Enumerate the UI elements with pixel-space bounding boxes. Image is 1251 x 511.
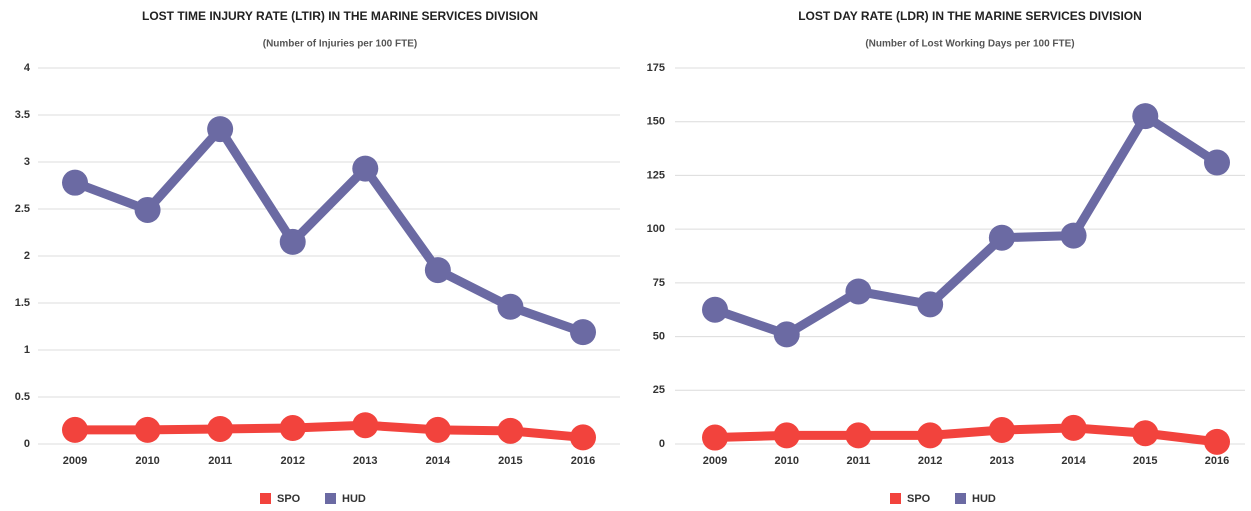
- data-point: [917, 422, 944, 449]
- data-point: [497, 293, 524, 320]
- y-tick-label: 2: [24, 250, 30, 262]
- y-tick-label: 1: [24, 344, 30, 356]
- y-tick-label: 4: [24, 62, 31, 74]
- data-point: [1204, 428, 1230, 455]
- chart-subtitle: (Number of Lost Working Days per 100 FTE…: [865, 39, 1074, 50]
- y-tick-label: 0: [24, 438, 30, 450]
- series-line: [73, 124, 585, 337]
- y-tick-label: 3.5: [15, 109, 30, 121]
- data-point: [1132, 420, 1159, 447]
- x-tick-label: 2013: [990, 455, 1014, 467]
- y-tick-label: 0: [659, 438, 665, 450]
- x-tick-label: 2011: [208, 455, 232, 467]
- y-tick-label: 2.5: [15, 203, 30, 215]
- data-point: [773, 422, 800, 449]
- data-point: [702, 424, 728, 451]
- data-point: [279, 228, 306, 255]
- data-point: [570, 424, 596, 451]
- y-tick-label: 1.5: [15, 297, 30, 309]
- data-point: [207, 116, 234, 143]
- data-point: [773, 321, 800, 348]
- series-line: [713, 111, 1220, 339]
- chart-title: LOST DAY RATE (LDR) IN THE MARINE SERVIC…: [798, 9, 1142, 23]
- data-point: [1060, 222, 1087, 249]
- x-tick-label: 2012: [280, 455, 304, 467]
- legend-label: HUD: [342, 493, 366, 505]
- chart-title: LOST TIME INJURY RATE (LTIR) IN THE MARI…: [142, 9, 538, 23]
- data-point: [207, 415, 234, 442]
- data-point: [497, 417, 524, 444]
- x-tick-label: 2012: [918, 455, 942, 467]
- data-point: [424, 416, 451, 443]
- x-tick-label: 2015: [1133, 455, 1157, 467]
- data-point: [570, 319, 596, 346]
- x-tick-label: 2014: [426, 455, 451, 467]
- x-tick-label: 2014: [1061, 455, 1086, 467]
- x-tick-label: 2009: [63, 455, 87, 467]
- y-tick-label: 0.5: [15, 391, 30, 403]
- data-point: [62, 169, 88, 196]
- data-point: [917, 291, 944, 318]
- legend-label: HUD: [972, 493, 996, 505]
- data-point: [279, 415, 306, 442]
- data-point: [988, 224, 1015, 251]
- legend-label: SPO: [277, 493, 301, 505]
- y-tick-label: 25: [653, 384, 665, 396]
- data-point: [845, 422, 872, 449]
- data-point: [1204, 149, 1230, 176]
- x-tick-label: 2009: [703, 455, 727, 467]
- data-point: [352, 412, 379, 439]
- chart-subtitle: (Number of Injuries per 100 FTE): [263, 39, 417, 50]
- data-point: [702, 296, 728, 323]
- legend-swatch: [955, 493, 966, 504]
- y-tick-label: 100: [647, 223, 665, 235]
- data-point: [134, 416, 161, 443]
- x-tick-label: 2013: [353, 455, 377, 467]
- x-tick-label: 2015: [498, 455, 522, 467]
- y-tick-label: 75: [653, 277, 665, 289]
- y-tick-label: 3: [24, 156, 30, 168]
- data-point: [845, 278, 872, 305]
- data-point: [424, 257, 451, 284]
- x-tick-label: 2010: [774, 455, 798, 467]
- x-tick-label: 2010: [135, 455, 159, 467]
- data-point: [1132, 103, 1159, 130]
- y-tick-label: 50: [653, 330, 665, 342]
- x-tick-label: 2016: [571, 455, 595, 467]
- x-tick-label: 2011: [846, 455, 870, 467]
- y-tick-label: 125: [647, 169, 665, 181]
- legend-label: SPO: [907, 493, 931, 505]
- x-tick-label: 2016: [1205, 455, 1229, 467]
- data-point: [134, 196, 161, 223]
- y-tick-label: 150: [647, 116, 665, 128]
- data-point: [62, 416, 88, 443]
- y-tick-label: 175: [647, 62, 665, 74]
- data-point: [988, 417, 1015, 444]
- data-point: [352, 155, 379, 182]
- legend-swatch: [260, 493, 271, 504]
- legend-swatch: [325, 493, 336, 504]
- legend-swatch: [890, 493, 901, 504]
- data-point: [1060, 414, 1087, 441]
